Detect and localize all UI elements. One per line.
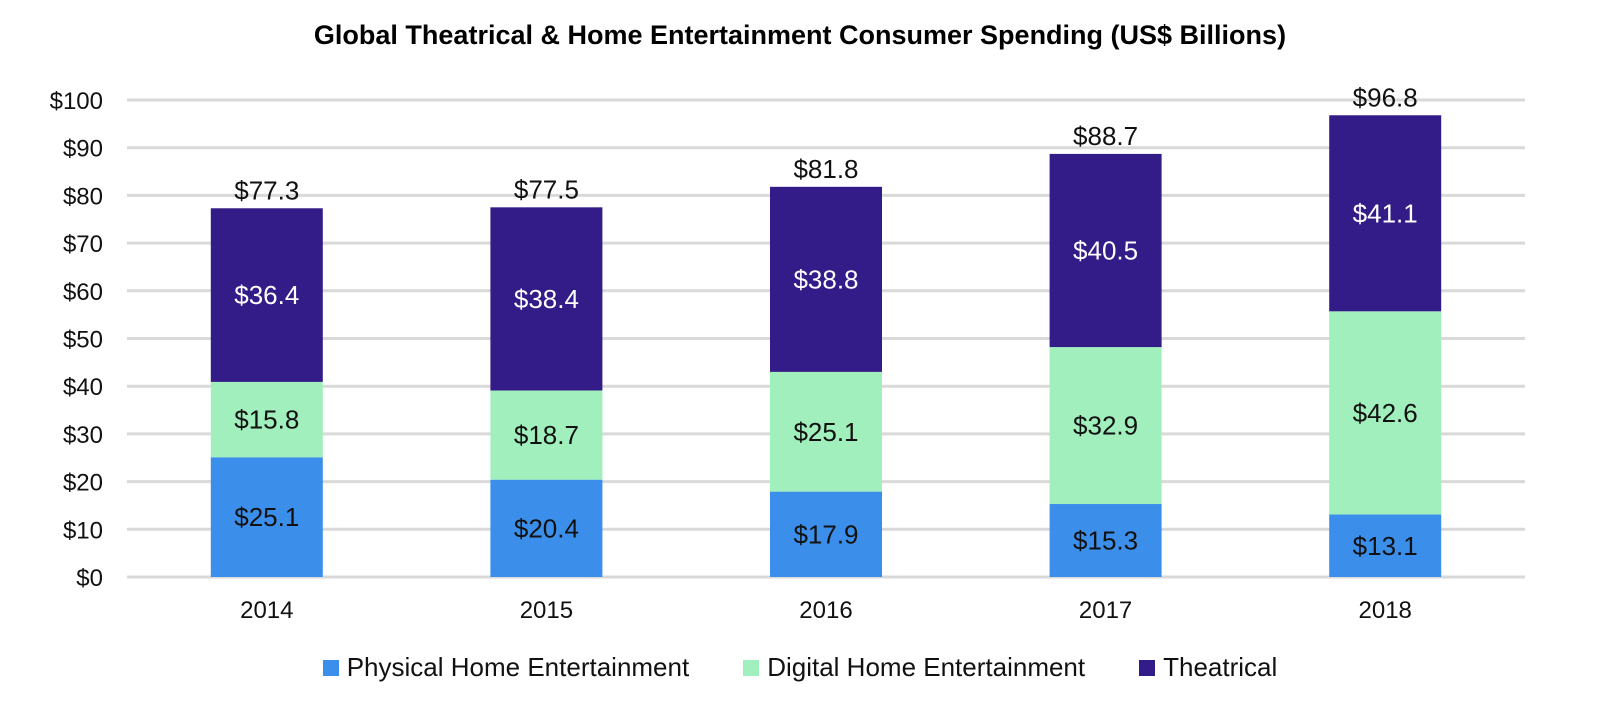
total-label: $81.8 — [793, 154, 858, 184]
total-label: $77.5 — [514, 174, 579, 204]
data-label: $13.1 — [1353, 531, 1418, 561]
y-tick-label: $80 — [63, 183, 103, 210]
bar-segment — [770, 186, 882, 372]
bar-segment — [1329, 514, 1442, 577]
y-tick-label: $90 — [63, 136, 103, 163]
bar-segment — [490, 207, 603, 391]
y-tick-label: $10 — [63, 517, 103, 544]
data-label: $38.8 — [793, 264, 858, 294]
data-label: $41.1 — [1353, 198, 1418, 228]
chart-title: Global Theatrical & Home Entertainment C… — [313, 20, 1287, 50]
total-label: $77.3 — [234, 175, 299, 205]
data-label: $20.4 — [514, 513, 579, 543]
x-tick-label: 2018 — [1359, 597, 1412, 624]
legend-swatch — [743, 659, 760, 676]
data-label: $42.6 — [1353, 398, 1418, 428]
bar-segment — [1049, 504, 1162, 577]
legend-item: Theatrical — [1139, 652, 1277, 683]
data-label: $25.1 — [793, 417, 858, 447]
bar-segment — [1049, 347, 1162, 505]
chart-legend: Physical Home Entertainment Digital Home … — [0, 652, 1600, 683]
bar-segment — [1329, 311, 1442, 515]
x-tick-label: 2016 — [799, 597, 852, 624]
x-tick-label: 2017 — [1079, 597, 1132, 624]
total-label: $96.8 — [1353, 82, 1418, 112]
y-tick-label: $40 — [63, 374, 103, 401]
y-tick-label: $50 — [63, 327, 103, 354]
data-label: $17.9 — [793, 519, 858, 549]
data-label: $36.4 — [234, 280, 299, 310]
legend-label: Physical Home Entertainment — [346, 652, 690, 682]
y-tick-label: $60 — [63, 279, 103, 306]
legend-item: Digital Home Entertainment — [743, 652, 1085, 683]
data-label: $15.3 — [1073, 526, 1138, 556]
total-label: $88.7 — [1073, 121, 1138, 151]
bar-segment — [210, 457, 323, 577]
y-tick-label: $70 — [63, 231, 103, 258]
bar-segment — [1049, 153, 1162, 348]
data-label: $32.9 — [1073, 411, 1138, 441]
y-tick-label: $100 — [50, 88, 103, 115]
data-label: $38.4 — [514, 284, 579, 314]
bar-segment — [770, 371, 882, 492]
legend-item: Physical Home Entertainment — [322, 652, 690, 683]
bar-segment — [210, 381, 323, 458]
bar-segment — [770, 491, 882, 577]
y-tick-label: $0 — [76, 565, 103, 592]
data-label: $15.8 — [234, 405, 299, 435]
legend-swatch — [1139, 659, 1156, 676]
x-tick-label: 2014 — [240, 597, 293, 624]
legend-swatch — [322, 659, 339, 676]
legend-label: Digital Home Entertainment — [767, 652, 1086, 682]
bar-segment — [210, 208, 323, 382]
bar-segment — [490, 390, 603, 480]
y-tick-label: $30 — [63, 422, 103, 449]
x-tick-label: 2015 — [520, 597, 573, 624]
y-tick-label: $20 — [63, 470, 103, 497]
bar-segment — [490, 479, 603, 577]
data-label: $40.5 — [1073, 235, 1138, 265]
bar-segment — [1329, 115, 1442, 312]
legend-label: Theatrical — [1163, 652, 1278, 682]
data-label: $18.7 — [514, 420, 579, 450]
data-label: $25.1 — [234, 502, 299, 532]
